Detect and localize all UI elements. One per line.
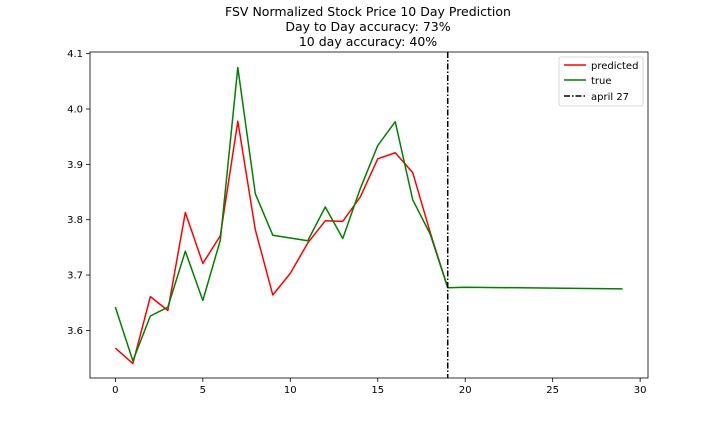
- legend-label-true: true: [591, 76, 612, 87]
- y-tick-label: 3.7: [67, 271, 83, 282]
- x-tick-label: 15: [371, 385, 384, 396]
- x-tick-label: 30: [634, 385, 647, 396]
- x-axis: 0 5 10 15 20 25 30: [112, 378, 646, 396]
- y-tick-label: 3.8: [67, 215, 83, 226]
- x-tick-label: 10: [284, 385, 297, 396]
- chart-title: FSV Normalized Stock Price 10 Day Predic…: [225, 4, 511, 49]
- y-tick-label: 3.6: [67, 326, 83, 337]
- plot-frame: [89, 51, 649, 379]
- legend-label-vline: april 27: [591, 92, 629, 103]
- x-tick-label: 5: [200, 385, 206, 396]
- y-axis: 3.6 3.7 3.8 3.9 4.0 4.1: [67, 49, 90, 337]
- y-tick-label: 4.0: [67, 105, 83, 116]
- chart-title-line-1: FSV Normalized Stock Price 10 Day Predic…: [225, 4, 511, 19]
- plot-layer: [114, 52, 623, 378]
- legend-label-predicted: predicted: [591, 61, 638, 72]
- series-line-true: [114, 66, 623, 362]
- legend: predicted true april 27: [558, 56, 644, 107]
- x-tick-label: 20: [459, 385, 472, 396]
- series-line-predicted: [114, 120, 449, 365]
- y-tick-label: 4.1: [67, 49, 83, 60]
- legend-box: [558, 56, 644, 107]
- x-tick-label: 0: [112, 385, 118, 396]
- y-tick-label: 3.9: [67, 160, 83, 171]
- chart-title-line-2: Day to Day accuracy: 73%: [285, 19, 450, 34]
- x-tick-label: 25: [546, 385, 559, 396]
- chart-title-line-3: 10 day accuracy: 40%: [299, 34, 437, 49]
